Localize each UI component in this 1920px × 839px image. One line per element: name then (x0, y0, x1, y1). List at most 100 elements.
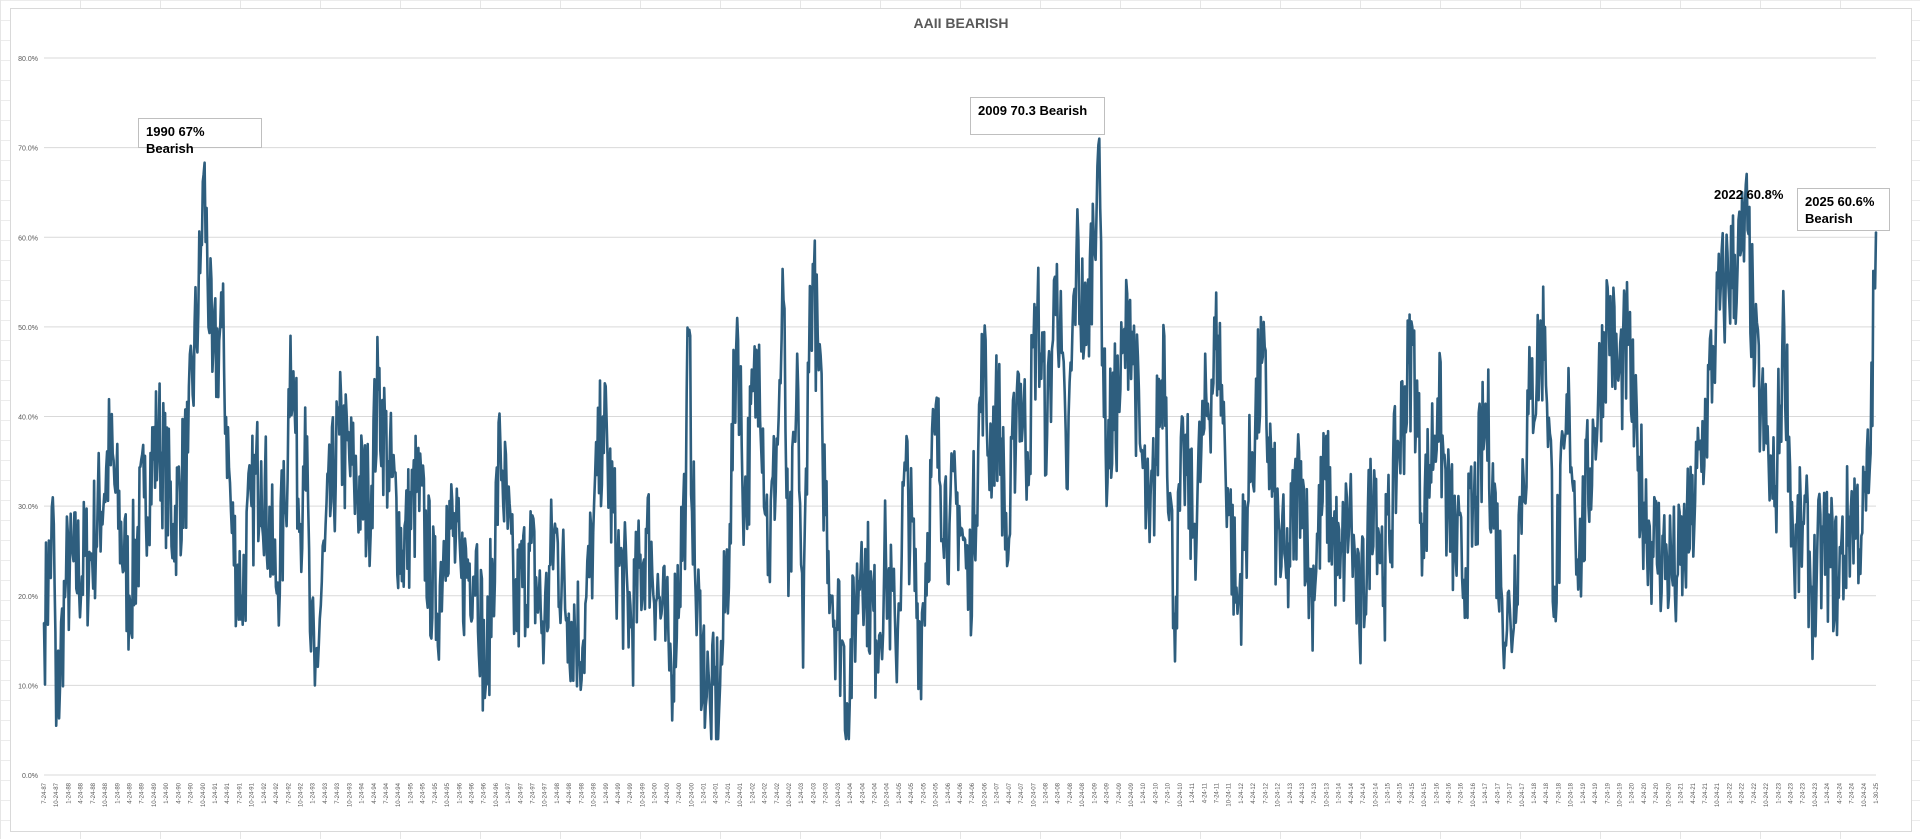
x-tick-label: 4-24-01 (714, 782, 720, 803)
data-point (1056, 263, 1058, 265)
x-tick-label: 1-24-08 (1043, 782, 1049, 803)
data-point (729, 523, 731, 525)
annotation-2009[interactable]: 2009 70.3 Bearish (970, 97, 1105, 135)
x-tick-label: 10-24-87 (54, 782, 60, 807)
data-point (616, 559, 619, 561)
x-tick-label: 4-24-24 (1837, 782, 1843, 803)
data-point (143, 496, 145, 499)
data-point (128, 595, 131, 597)
x-tick-label: 7-24-22 (1752, 782, 1758, 803)
data-point (416, 487, 419, 490)
data-point (904, 469, 907, 472)
x-tick-label: 1-24-21 (1679, 782, 1685, 803)
data-point (1868, 469, 1871, 472)
x-tick-label: 10-24-19 (1618, 782, 1624, 807)
data-point (1148, 541, 1151, 543)
x-tick-label: 10-24-08 (1080, 782, 1086, 807)
data-point (231, 532, 233, 534)
data-point (1861, 532, 1864, 534)
data-point (1875, 231, 1877, 233)
data-point (670, 666, 673, 669)
data-point (777, 415, 780, 418)
data-point (1217, 335, 1219, 337)
chart-frame[interactable]: AAII BEARISH (10, 8, 1912, 832)
annotation-2025[interactable]: 2025 60.6% Bearish (1797, 188, 1890, 231)
x-tick-label: 1-24-15 (1385, 782, 1391, 803)
y-tick-label: 30.0% (18, 504, 38, 511)
data-point (743, 505, 746, 507)
annotation-1990[interactable]: 1990 67% Bearish (138, 118, 262, 156)
x-tick-label: 1-24-91 (213, 782, 219, 803)
data-point (55, 724, 57, 727)
x-tick-label: 1-24-94 (360, 782, 366, 803)
x-tick-label: 1-24-24 (1825, 782, 1831, 803)
x-tick-label: 1-24-95 (408, 782, 414, 803)
data-point (736, 317, 738, 319)
x-tick-label: 1-24-20 (1630, 782, 1636, 803)
x-tick-label: 4-24-96 (469, 782, 475, 803)
data-point (997, 406, 1000, 409)
y-tick-label: 70.0% (18, 146, 38, 153)
data-point (968, 595, 970, 597)
data-point (436, 612, 438, 615)
data-point (1339, 577, 1341, 579)
x-tick-label: 1-24-97 (506, 782, 512, 803)
data-point (1519, 496, 1522, 499)
data-point (1075, 254, 1078, 256)
x-tick-label: 4-24-02 (763, 782, 769, 803)
data-point (831, 595, 834, 597)
data-point (1500, 586, 1502, 588)
x-tick-label: 7-24-18 (1556, 782, 1562, 803)
chart-title: AAII BEARISH (913, 15, 1009, 31)
x-tick-label: 7-24-21 (1703, 782, 1709, 803)
data-point (1324, 478, 1327, 481)
annotation-2022[interactable]: 2022 60.8% (1714, 187, 1784, 202)
x-tick-label: 1-24-23 (1776, 782, 1782, 803)
x-tick-label: 4-24-21 (1691, 782, 1697, 803)
data-point (304, 406, 307, 409)
data-point (367, 505, 370, 507)
data-point (1285, 577, 1288, 579)
x-tick-label: 4-24-23 (1789, 782, 1795, 803)
x-tick-label: 4-24-98 (567, 782, 573, 803)
x-tick-label: 1-24-16 (1434, 782, 1440, 803)
data-point (1192, 532, 1195, 534)
data-point (1461, 577, 1463, 579)
data-point (1690, 523, 1693, 525)
x-tick-label: 7-24-08 (1068, 782, 1074, 803)
data-point (1026, 451, 1029, 454)
x-tick-label: 7-24-10 (1166, 782, 1172, 803)
x-tick-label: 4-24-11 (1202, 782, 1208, 803)
data-point (387, 460, 389, 463)
data-point (797, 388, 799, 391)
data-point (1715, 326, 1717, 328)
data-point (172, 523, 175, 525)
x-tick-label: 10-24-03 (836, 782, 842, 807)
x-tick-label: 1-24-92 (262, 782, 268, 803)
data-point (1510, 630, 1512, 633)
x-tick-label: 1-24-19 (1581, 782, 1587, 803)
data-point (1754, 361, 1756, 364)
data-point (445, 505, 448, 507)
data-point (1412, 344, 1414, 346)
data-point (758, 344, 760, 346)
x-tick-label: 7-24-89 (140, 782, 146, 803)
x-tick-label: 1-24-14 (1337, 782, 1343, 803)
x-tick-label: 10-24-23 (1813, 782, 1819, 807)
data-point (1261, 361, 1263, 364)
data-point (1724, 281, 1727, 283)
x-tick-label: 1-24-02 (750, 782, 756, 803)
x-tick-label: 7-24-19 (1605, 782, 1611, 803)
data-point (787, 595, 790, 597)
y-tick-label: 40.0% (18, 415, 38, 422)
x-tick-label: 7-24-11 (1214, 782, 1220, 803)
x-tick-label: 1-24-22 (1727, 782, 1733, 803)
x-tick-label: 10-24-10 (1178, 782, 1184, 807)
x-tick-label: 4-24-99 (616, 782, 622, 803)
data-point (1783, 326, 1785, 328)
data-point (202, 173, 205, 176)
data-point (1666, 559, 1668, 561)
x-tick-label: 10-24-89 (152, 782, 158, 807)
x-tick-label: 1-24-96 (457, 782, 463, 803)
data-point (221, 326, 223, 328)
